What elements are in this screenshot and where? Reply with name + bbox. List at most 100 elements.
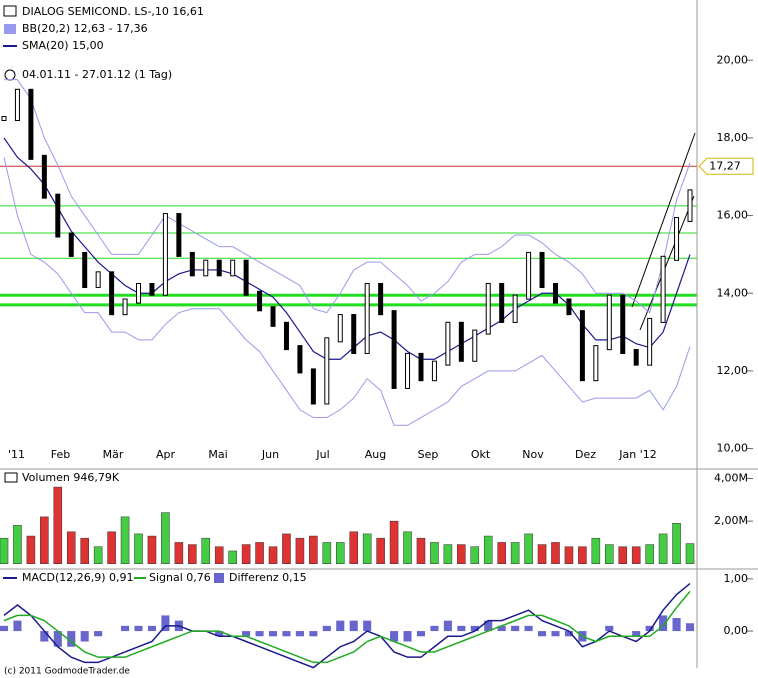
price-bar — [230, 259, 236, 277]
volume-bar — [268, 546, 278, 564]
macd-histogram-bar — [484, 620, 493, 632]
legend-swatch — [214, 573, 224, 583]
price-bar — [472, 329, 478, 362]
volume-bar — [120, 516, 130, 564]
macd-histogram-bar — [242, 631, 251, 637]
x-tick-label: Sep — [418, 448, 439, 461]
y-tick-label: 12,00 — [717, 364, 749, 377]
macd-histogram-bar — [551, 631, 560, 637]
volume-bar — [578, 546, 587, 564]
price-bar — [310, 368, 316, 405]
price-bar — [351, 314, 357, 354]
trend-line — [631, 132, 696, 308]
volume-bar — [26, 535, 36, 564]
volume-bar — [591, 537, 601, 564]
macd-histogram-bar — [147, 625, 156, 632]
price-bar — [418, 352, 424, 382]
volume-bar — [389, 520, 399, 564]
price-bar — [539, 251, 545, 288]
x-tick-label: Jul — [315, 448, 329, 461]
volume-bar — [457, 544, 466, 564]
price-bar — [136, 282, 142, 304]
volume-bar — [416, 537, 426, 564]
volume-bar — [201, 537, 211, 564]
volume-bar — [658, 533, 668, 564]
macd-histogram-bar — [80, 631, 89, 642]
volume-bar — [631, 546, 641, 564]
macd-histogram-bar — [322, 625, 331, 632]
price-bar — [687, 189, 693, 222]
volume-bar — [13, 525, 22, 564]
volume-bar — [322, 542, 332, 564]
macd-histogram-bar — [497, 625, 506, 632]
clock-icon — [4, 69, 16, 81]
price-bar — [364, 282, 370, 355]
price-bar — [660, 255, 666, 323]
price-bar — [647, 317, 653, 366]
macd-histogram-bar — [53, 631, 62, 647]
macd-histogram-bar — [282, 631, 291, 637]
grid-layer — [0, 165, 697, 307]
chart-title: DIALOG SEMICOND. LS-,10 16,61 — [22, 5, 204, 18]
macd-histogram-bar — [511, 625, 520, 632]
macd-histogram-bar — [524, 625, 533, 632]
x-tick-label: Dez — [575, 448, 596, 461]
volume-bar — [672, 523, 681, 564]
volume-bar — [282, 533, 291, 564]
volume-bar — [443, 544, 453, 564]
macd-histogram-bar — [659, 615, 668, 632]
price-bar — [162, 213, 168, 296]
period-label: 04.01.11 - 27.01.12 (1 Tag) — [22, 68, 172, 81]
legend-label: MACD(12,26,9) 0,91 — [22, 571, 134, 584]
volume-bar — [376, 537, 385, 564]
price-bar — [28, 88, 34, 160]
price-bar — [14, 88, 20, 121]
volume-bar — [551, 542, 560, 564]
price-bar — [552, 282, 558, 304]
macd-histogram-bar — [94, 631, 103, 637]
price-bar — [109, 271, 115, 316]
x-tick-label: Aug — [365, 448, 386, 461]
legend-label: Differenz 0,15 — [229, 571, 307, 584]
price-bar — [203, 259, 209, 277]
legend-icon — [4, 472, 18, 483]
volume-bar — [80, 537, 89, 564]
macd-histogram-bar — [13, 620, 22, 632]
volume-bar — [40, 516, 49, 564]
macd-histogram-bar — [121, 625, 130, 632]
x-tick-label: '11 — [8, 448, 25, 461]
price-bar — [216, 259, 222, 277]
price-bar — [499, 282, 505, 323]
volume-bar — [188, 544, 197, 564]
macd-histogram-bar — [40, 631, 49, 642]
price-bar — [526, 251, 532, 300]
price-marker-label: 17,27 — [709, 159, 741, 172]
macd-line — [3, 582, 691, 669]
macd-histogram-bar — [336, 620, 345, 632]
signal-line — [3, 590, 691, 664]
volume-bar — [470, 546, 480, 564]
x-tick-label: Jun — [261, 448, 279, 461]
volume-bar — [309, 535, 318, 564]
y-tick-label: 0,00 — [724, 624, 749, 637]
price-bar — [633, 349, 639, 366]
y-tick-label: 10,00 — [717, 442, 749, 455]
volume-bar — [524, 533, 533, 564]
volume-bar — [349, 531, 359, 564]
volume-bar — [685, 543, 695, 564]
volume-bar — [0, 537, 9, 564]
x-tick-label: Jan '12 — [618, 448, 656, 461]
price-bar — [270, 306, 276, 327]
price-bar — [1, 116, 7, 121]
volume-bar — [618, 546, 628, 564]
volume-bar — [497, 542, 506, 564]
trend-line — [639, 195, 695, 331]
x-tick-label: Feb — [51, 448, 70, 461]
x-tick-label: Mai — [208, 448, 227, 461]
y-tick-label: 4,00M — [714, 472, 748, 485]
legend-label: SMA(20) 15,00 — [22, 39, 104, 52]
volume-bar — [645, 544, 654, 564]
volume-title: Volumen 946,79K — [22, 471, 120, 484]
y-tick-label: 1,00 — [724, 572, 749, 585]
price-bar — [337, 314, 343, 343]
